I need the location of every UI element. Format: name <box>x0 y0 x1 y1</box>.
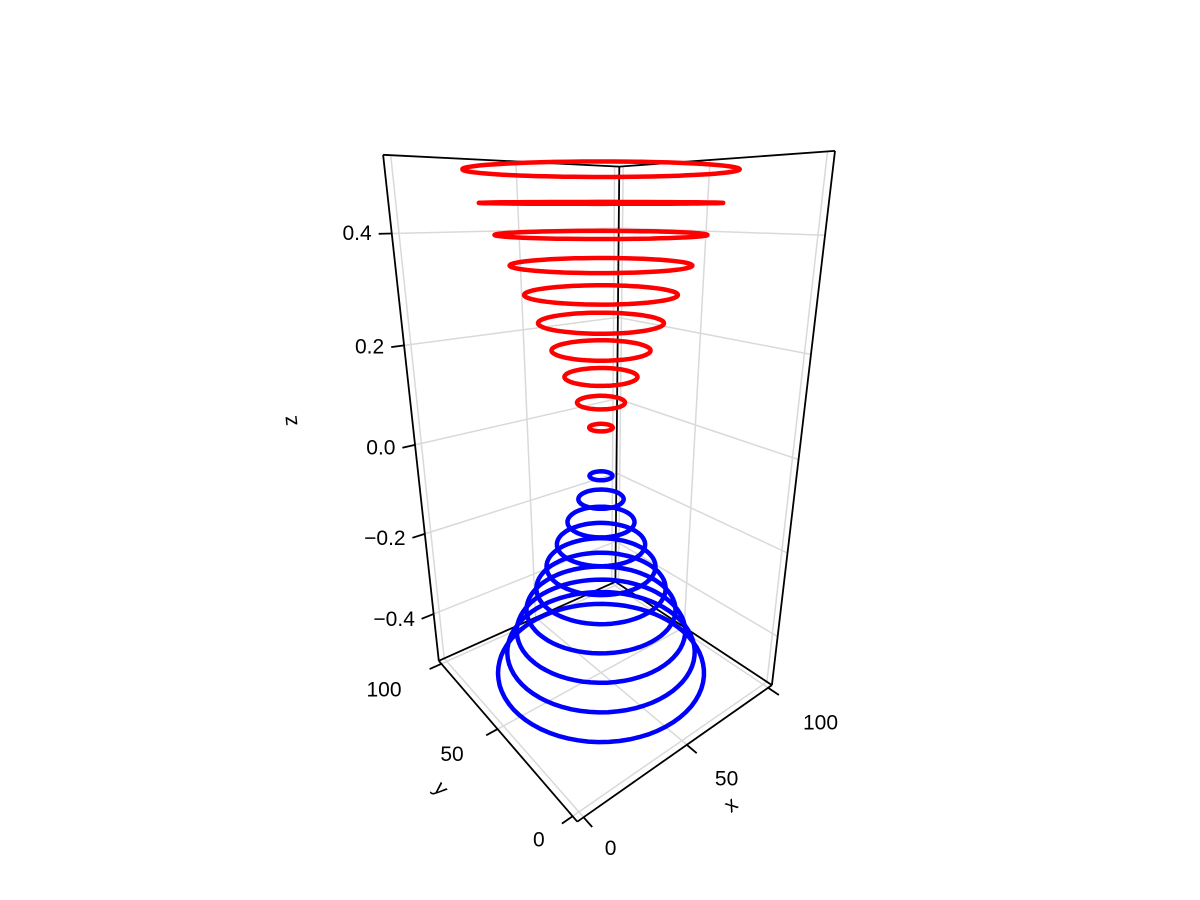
tick-label: 0 <box>533 829 545 852</box>
grid-line <box>766 151 829 682</box>
tick-label: −0.2 <box>364 527 405 550</box>
data-circle-upper-cone-circles <box>535 310 667 336</box>
data-circle-upper-cone-circles <box>586 421 616 434</box>
tick-mark <box>402 444 416 449</box>
data-circle-upper-cone-circles <box>476 199 726 207</box>
grid-line <box>572 681 768 817</box>
tick-mark <box>391 344 405 348</box>
box-edge <box>576 684 773 823</box>
tick-mark <box>686 744 698 754</box>
x-axis-label: x <box>720 792 743 817</box>
grid-line <box>424 472 617 535</box>
box-edge <box>438 660 578 823</box>
box-edge <box>614 166 621 582</box>
tick-label: 50 <box>715 767 738 790</box>
data-circle-upper-cone-circles <box>574 393 628 412</box>
tick-label: 100 <box>803 712 838 735</box>
tick-mark <box>412 533 426 539</box>
grid-line <box>610 166 616 584</box>
data-circle-lower-cone-circles <box>565 504 637 540</box>
z-axis-label: z <box>279 414 303 427</box>
box-edge <box>771 150 836 686</box>
grid-line <box>615 540 778 638</box>
tick-mark <box>767 687 780 696</box>
tick-label: 0 <box>605 837 617 860</box>
tick-label: 0.2 <box>355 336 384 359</box>
tick-label: 0.0 <box>366 437 395 460</box>
box-edge <box>383 153 620 168</box>
box-edge <box>382 154 440 661</box>
tick-mark <box>485 728 499 737</box>
tick-mark <box>582 816 593 828</box>
tick-mark <box>429 662 442 670</box>
y-axis-label: y <box>429 777 454 800</box>
data-circle-upper-cone-circles <box>521 283 681 307</box>
data-circle-upper-cone-circles <box>549 338 653 364</box>
data-circle-lower-cone-circles <box>576 487 626 512</box>
data-circle-lower-cone-circles <box>505 589 697 715</box>
tick-label: −0.4 <box>373 608 415 631</box>
data-circle-upper-cone-circles <box>460 159 742 180</box>
tick-label: 100 <box>366 679 401 702</box>
grid-line <box>404 316 618 347</box>
tick-label: 50 <box>440 743 463 766</box>
data-circle-lower-cone-circles <box>544 535 658 598</box>
grid-line <box>617 166 624 584</box>
grid-line <box>414 397 618 446</box>
data-circle-upper-cone-circles <box>562 365 640 389</box>
grid-line <box>617 316 812 356</box>
grid-line <box>389 155 445 659</box>
tick-mark <box>421 613 435 620</box>
tick-label: 0.4 <box>342 222 372 245</box>
data-circle-lower-cone-circles <box>514 577 688 686</box>
grid-line <box>443 657 585 818</box>
grid-line <box>497 626 685 730</box>
grid-line <box>616 472 788 554</box>
data-circle-upper-cone-circles <box>492 228 710 242</box>
grid-line <box>616 397 799 461</box>
data-circle-upper-cone-circles <box>507 255 695 276</box>
data-circle-lower-cone-circles <box>587 469 615 483</box>
tick-mark <box>561 815 574 825</box>
data-circle-lower-cone-circles <box>495 601 707 745</box>
